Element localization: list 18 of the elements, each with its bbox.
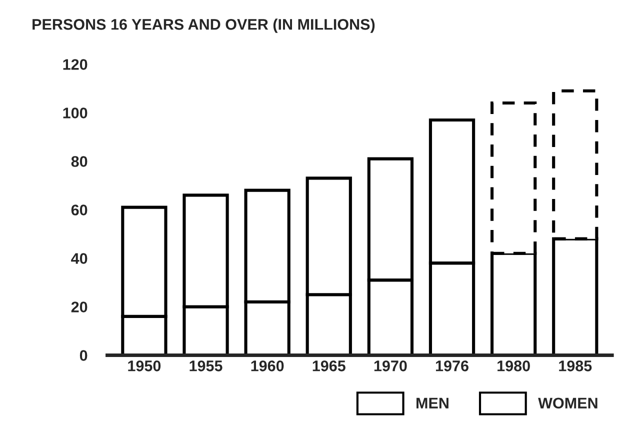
x-tick-label: 1976 <box>436 360 468 372</box>
y-tick-label: 100 <box>63 108 88 118</box>
y-tick-label: 0 <box>80 350 88 361</box>
y-tick-label: 40 <box>71 253 88 264</box>
y-tick-label: 60 <box>71 204 88 216</box>
y-tick-label: 120 <box>63 59 88 70</box>
y-tick-label: 20 <box>71 302 88 312</box>
x-tick-label: 1950 <box>128 360 161 372</box>
x-tick-label: 1985 <box>559 360 592 372</box>
x-tick-label: 1955 <box>190 360 222 372</box>
x-tick-label: 1970 <box>374 360 407 372</box>
chart-title: PERSONS 16 YEARS AND OVER (IN MILLIONS) <box>32 18 375 33</box>
x-tick-label: 1960 <box>251 360 284 372</box>
x-tick-label: 1980 <box>498 360 530 372</box>
legend-label: WOMEN <box>538 398 598 409</box>
legend-label: MEN <box>416 398 448 408</box>
x-tick-label: 1965 <box>312 360 346 372</box>
y-tick-label: 80 <box>71 156 88 167</box>
